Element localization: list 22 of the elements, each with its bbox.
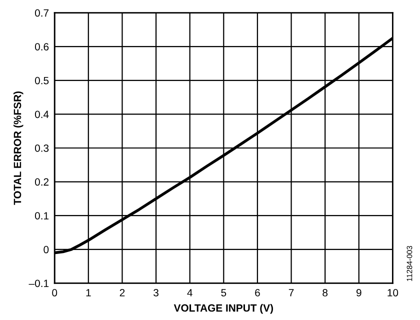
x-tick-label: 7 — [288, 289, 294, 296]
y-tick-label: 0 — [44, 246, 49, 254]
x-tick-label: 3 — [154, 289, 158, 296]
x-tick-label: 4 — [187, 289, 192, 296]
y-tick-label: 0.3 — [34, 144, 49, 152]
y-tick-label: 0.2 — [34, 178, 49, 186]
y-tick-label: 0.4 — [34, 110, 49, 118]
y-axis-title: TOTAL ERROR (%FSR) — [14, 92, 24, 205]
x-tick-label: 1 — [86, 289, 91, 296]
x-axis-title: VOLTAGE INPUT (V) — [174, 304, 273, 314]
y-tick-label: –0.1 — [28, 280, 49, 288]
x-tick-label: 6 — [255, 289, 260, 296]
y-tick-label: 0.6 — [34, 43, 49, 50]
x-tick-label: 8 — [322, 289, 328, 296]
x-tick-label: 10 — [388, 289, 398, 296]
y-tick-label: 0.1 — [34, 212, 49, 220]
y-tick-label: 0.5 — [34, 76, 49, 84]
x-tick-label: 5 — [221, 289, 226, 296]
x-tick-label: 2 — [120, 289, 125, 296]
x-tick-label: 0 — [52, 289, 58, 296]
x-tick-label: 9 — [356, 289, 362, 296]
y-tick-label: 0.7 — [34, 9, 49, 17]
